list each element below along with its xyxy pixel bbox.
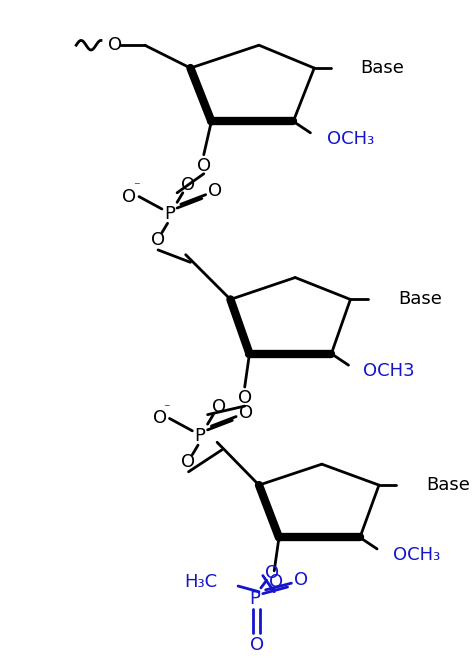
Text: P: P — [164, 205, 175, 222]
Text: O: O — [238, 404, 253, 422]
Text: O: O — [265, 564, 279, 582]
Text: OCH₃: OCH₃ — [327, 130, 374, 148]
Text: ⁻: ⁻ — [133, 181, 139, 193]
Text: Base: Base — [398, 291, 442, 308]
Text: O: O — [208, 182, 222, 200]
Text: O: O — [237, 389, 252, 407]
Text: O: O — [212, 398, 226, 416]
Text: O: O — [151, 232, 165, 250]
Text: P: P — [250, 591, 261, 608]
Text: O: O — [294, 571, 308, 589]
Text: H₃C: H₃C — [184, 573, 217, 591]
Text: O: O — [153, 410, 167, 428]
Text: O: O — [108, 36, 122, 54]
Text: Base: Base — [360, 59, 404, 77]
Text: P: P — [194, 426, 205, 445]
Text: O: O — [182, 176, 196, 194]
Text: O: O — [182, 453, 196, 471]
Text: ⁻: ⁻ — [164, 402, 170, 416]
Text: O: O — [197, 157, 211, 175]
Text: O: O — [269, 573, 283, 591]
Text: O: O — [122, 187, 137, 206]
Text: OCH3: OCH3 — [363, 362, 414, 380]
Text: O: O — [250, 636, 264, 654]
Text: Base: Base — [427, 476, 471, 494]
Text: OCH₃: OCH₃ — [393, 545, 441, 563]
